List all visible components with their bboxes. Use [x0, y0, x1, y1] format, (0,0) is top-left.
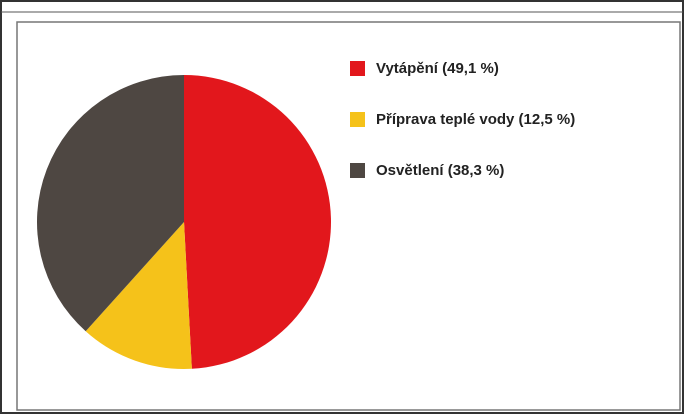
- pie-slice: [184, 75, 331, 369]
- legend-swatch: [350, 112, 365, 127]
- legend-swatch: [350, 61, 365, 76]
- legend-label: Vytápění (49,1 %): [376, 60, 499, 77]
- legend-label: Příprava teplé vody (12,5 %): [376, 111, 575, 128]
- pie-slice: [85, 222, 192, 369]
- legend-label: Osvětlení (38,3 %): [376, 162, 504, 179]
- legend-swatch: [350, 163, 365, 178]
- pie-slice: [37, 75, 184, 332]
